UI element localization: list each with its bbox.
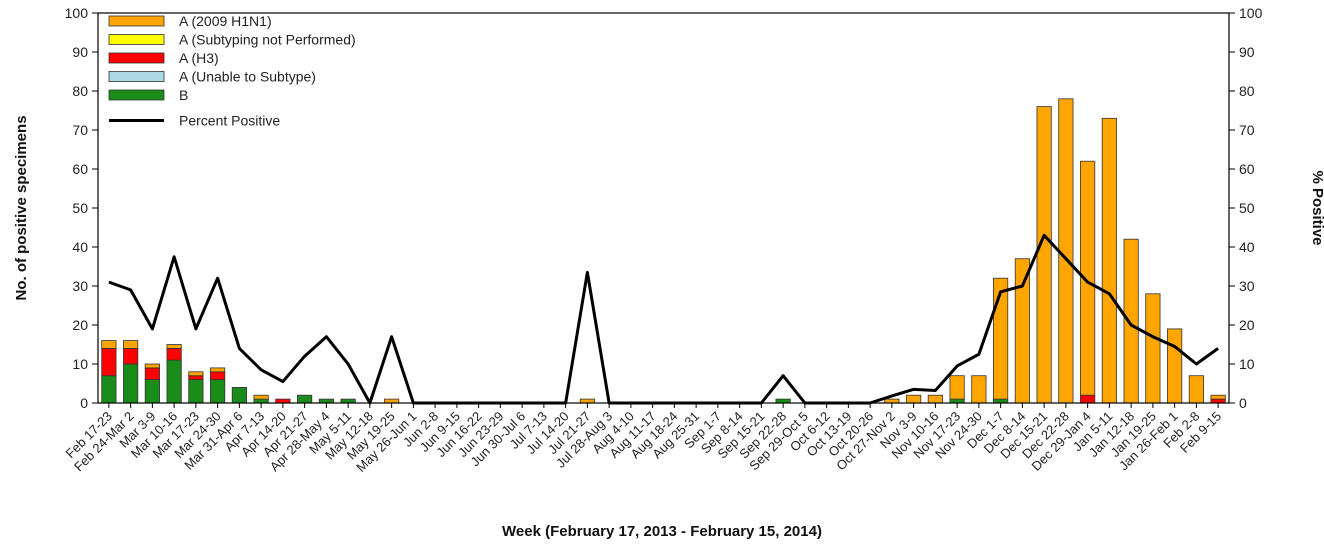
y2-tick-label: 90 [1239,44,1255,60]
y-tick-label: 30 [72,278,88,294]
y-tick-label: 100 [65,5,89,21]
bar-b [210,379,226,404]
bar-a-2009-h1n1 [123,340,139,349]
bar-b [231,386,247,404]
bar-b [188,379,204,404]
y2-tick-label: 10 [1239,356,1255,372]
legend-swatch-b [108,89,165,101]
axes-layer: 0 10 20 30 40 50 60 70 80 90 100 0 10 20 30 40 50 60 70 80 9… [62,5,1262,475]
legend: A (2009 H1N1) A (Subtyping not Performed)… [108,13,356,129]
y2-tick-label: 30 [1239,278,1255,294]
y-tick-label: 50 [72,200,88,216]
y2-tick-label: 100 [1239,5,1263,21]
y-tick-label: 40 [72,239,88,255]
y-tick-label: 80 [72,83,88,99]
bar-a-2009-h1n1 [1058,98,1074,404]
bar-a-h3 [101,347,117,377]
legend-label-a-h3: A (H3) [179,50,219,66]
y2-tick-label: 20 [1239,317,1255,333]
legend-label-a-2009-h1n1: A (2009 H1N1) [179,13,272,29]
y2-axis-title: % Positive [1309,170,1324,245]
bar-a-2009-h1n1 [906,394,922,404]
y2-tick-label: 40 [1239,239,1255,255]
bar-a-2009-h1n1 [1145,293,1161,404]
bar-a-h3 [166,347,182,361]
y2-tick-label: 50 [1239,200,1255,216]
legend-swatch-a-h3 [108,52,165,64]
bar-a-2009-h1n1 [993,277,1009,400]
bar-a-2009-h1n1 [101,340,117,349]
bar-a-2009-h1n1 [253,394,269,400]
y2-tick-label: 80 [1239,83,1255,99]
bar-a-h3 [1080,394,1096,404]
bar-a-2009-h1n1 [1167,328,1183,404]
y-tick-label: 20 [72,317,88,333]
percent-positive-line-layer [108,233,1220,405]
bar-a-2009-h1n1 [927,394,943,404]
legend-label-a-subtyping-not-performed: A (Subtyping not Performed) [179,32,356,48]
legend-label-percent-positive: Percent Positive [179,113,280,129]
bar-a-2009-h1n1 [1188,375,1204,404]
bar-b [297,394,313,404]
x-axis-title: Week (February 17, 2013 - February 15, 2… [502,523,822,540]
y2-tick-label: 70 [1239,122,1255,138]
legend-swatch-a-subtyping-not-performed [108,34,165,45]
bar-a-h3 [144,367,160,380]
bar-b [144,379,160,404]
bars-layer [101,98,1226,404]
bar-a-2009-h1n1 [1036,106,1052,404]
legend-label-a-unable-to-subtype: A (Unable to Subtype) [179,69,316,85]
bar-a-h3 [123,347,139,365]
y-axis-title: No. of positive specimens [13,115,30,300]
bar-a-h3 [188,375,204,381]
bar-b [166,359,182,404]
bar-a-2009-h1n1 [1101,117,1117,404]
bar-a-2009-h1n1 [166,344,182,349]
bar-a-2009-h1n1 [210,367,226,373]
bar-b [101,375,117,404]
y-tick-label: 70 [72,122,88,138]
y-tick-label: 90 [72,44,88,60]
y2-tick-label: 0 [1239,395,1247,411]
legend-swatch-a-unable-to-subtype [108,71,165,82]
legend-swatch-a-2009-h1n1 [108,15,165,27]
bar-a-2009-h1n1 [1210,394,1226,400]
bar-b [123,363,139,404]
legend-label-b: B [179,87,188,103]
bar-a-2009-h1n1 [188,371,204,377]
bar-a-h3 [210,371,226,380]
y-tick-label: 10 [72,356,88,372]
y-tick-label: 60 [72,161,88,177]
percent-positive-line [108,233,1220,405]
bar-a-2009-h1n1 [971,375,987,404]
y2-tick-label: 60 [1239,161,1255,177]
bar-a-2009-h1n1 [949,375,965,400]
bar-a-2009-h1n1 [1123,238,1139,404]
bar-a-2009-h1n1 [1014,258,1030,404]
bar-a-2009-h1n1 [144,363,160,369]
bar-a-2009-h1n1 [1080,160,1096,396]
y-tick-label: 0 [80,395,88,411]
